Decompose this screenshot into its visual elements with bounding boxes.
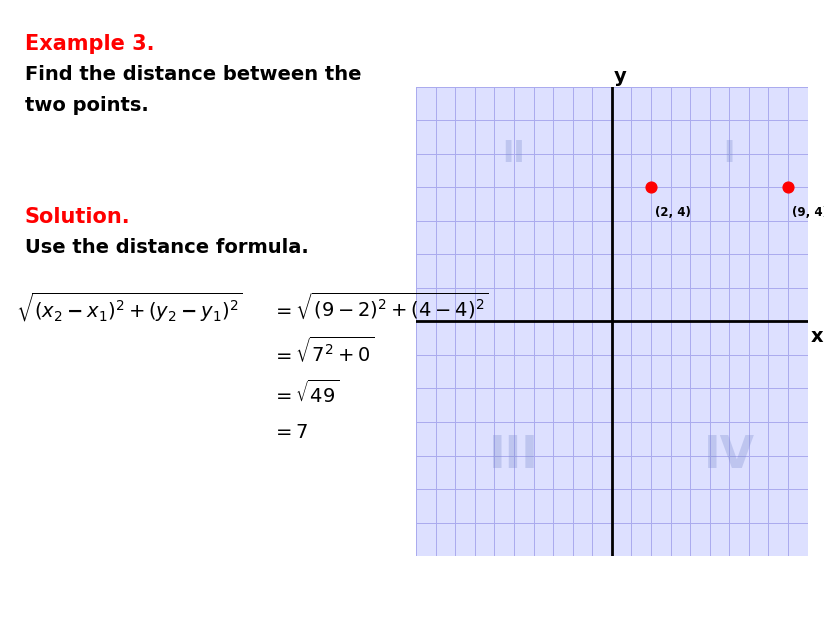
Text: $= \sqrt{49}$: $= \sqrt{49}$ (272, 380, 339, 407)
Text: $= \sqrt{(9-2)^2 + (4-4)^2}$: $= \sqrt{(9-2)^2 + (4-4)^2}$ (272, 290, 489, 321)
Text: Solution.: Solution. (25, 207, 130, 227)
Text: III: III (489, 434, 539, 477)
Text: Find the distance between the: Find the distance between the (25, 65, 361, 84)
Text: $= 7$: $= 7$ (272, 423, 309, 442)
Text: x: x (811, 327, 824, 346)
Text: I: I (723, 139, 735, 168)
Text: Use the distance formula.: Use the distance formula. (25, 238, 308, 257)
Text: (2, 4): (2, 4) (655, 206, 691, 219)
Text: (9, 4): (9, 4) (792, 206, 824, 219)
Text: y: y (613, 67, 626, 86)
Text: $= \sqrt{7^2 + 0}$: $= \sqrt{7^2 + 0}$ (272, 337, 374, 366)
Text: $\sqrt{(\boldsymbol{x_2 - x_1})^2 + (\boldsymbol{y_2 - y_1})^2}$: $\sqrt{(\boldsymbol{x_2 - x_1})^2 + (\bo… (16, 290, 243, 324)
Text: Example 3.: Example 3. (25, 34, 154, 54)
Text: IV: IV (704, 434, 755, 477)
Point (781, 182, 794, 192)
Point (644, 182, 658, 192)
Text: II: II (503, 139, 526, 168)
Text: two points.: two points. (25, 96, 148, 115)
